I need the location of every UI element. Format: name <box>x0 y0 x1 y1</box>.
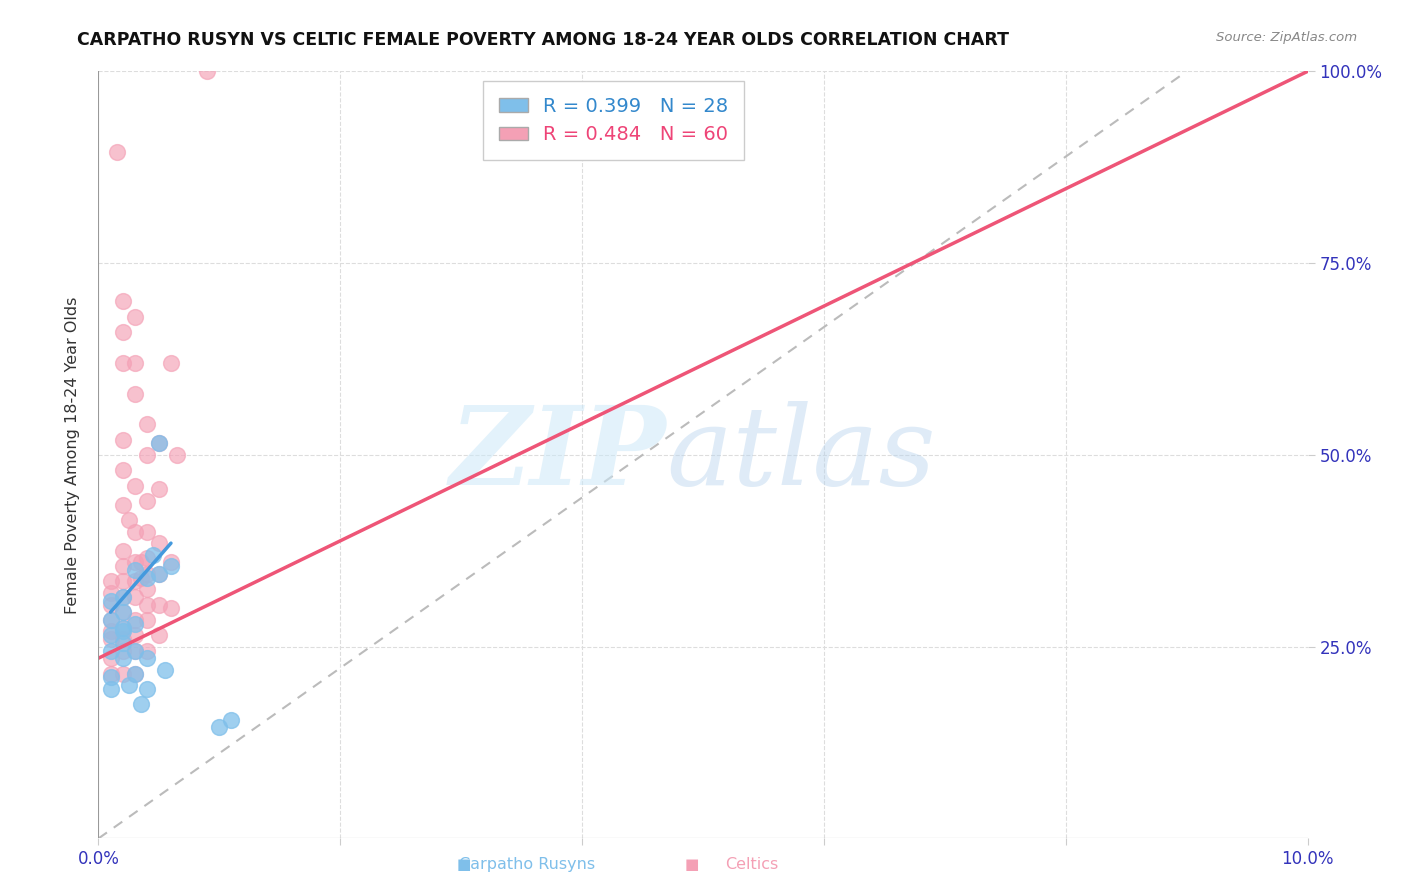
Point <box>111 544 134 558</box>
Point <box>160 559 183 574</box>
Point <box>124 478 146 492</box>
Text: Carpatho Rusyns: Carpatho Rusyns <box>460 857 595 872</box>
Legend: R = 0.399   N = 28, R = 0.484   N = 60: R = 0.399 N = 28, R = 0.484 N = 60 <box>484 81 744 160</box>
Point <box>148 436 170 450</box>
Point <box>124 590 146 604</box>
Point <box>100 613 122 627</box>
Point <box>100 574 122 589</box>
Point <box>148 566 170 581</box>
Point <box>100 598 122 612</box>
Point <box>129 571 152 585</box>
Point <box>100 670 122 684</box>
Point <box>135 448 157 462</box>
Point <box>111 463 134 477</box>
Point <box>153 663 176 677</box>
Text: ZIP: ZIP <box>450 401 666 508</box>
Point <box>135 566 157 581</box>
Point <box>135 571 157 585</box>
Point <box>111 605 134 619</box>
Point <box>111 325 134 339</box>
Point <box>111 666 134 681</box>
Point <box>111 356 134 370</box>
Point <box>105 145 128 159</box>
Point <box>111 651 134 665</box>
Point <box>124 666 146 681</box>
Point <box>100 643 122 657</box>
Point <box>160 356 183 370</box>
Point <box>124 386 146 401</box>
Point <box>124 524 146 539</box>
Point <box>100 613 122 627</box>
Point <box>142 548 165 562</box>
Point <box>124 643 146 657</box>
Point <box>118 513 141 527</box>
Point <box>135 613 157 627</box>
Point <box>111 294 134 309</box>
Point <box>148 436 170 450</box>
Point <box>135 551 157 566</box>
Point <box>111 636 134 650</box>
Point <box>111 590 134 604</box>
Point <box>111 559 134 574</box>
Point <box>135 524 157 539</box>
Point <box>135 417 157 432</box>
Point <box>100 666 122 681</box>
Point <box>100 632 122 646</box>
Point <box>124 643 146 657</box>
Point <box>100 681 122 696</box>
Point <box>148 483 170 497</box>
Text: Celtics: Celtics <box>725 857 779 872</box>
Point <box>148 598 170 612</box>
Point <box>111 632 134 646</box>
Text: Source: ZipAtlas.com: Source: ZipAtlas.com <box>1216 31 1357 45</box>
Point <box>195 64 218 78</box>
Point <box>135 598 157 612</box>
Point <box>100 651 122 665</box>
Point <box>111 621 134 635</box>
Point <box>100 628 122 642</box>
Point <box>208 720 231 734</box>
Text: CARPATHO RUSYN VS CELTIC FEMALE POVERTY AMONG 18-24 YEAR OLDS CORRELATION CHART: CARPATHO RUSYN VS CELTIC FEMALE POVERTY … <box>77 31 1010 49</box>
Point <box>166 448 188 462</box>
Point <box>124 613 146 627</box>
Point <box>100 586 122 600</box>
Point <box>135 681 157 696</box>
Point <box>221 713 243 727</box>
Point <box>124 310 146 324</box>
Point <box>135 494 157 508</box>
Point <box>124 616 146 631</box>
Point <box>124 666 146 681</box>
Point <box>111 643 134 657</box>
Point <box>129 555 152 569</box>
Text: ■: ■ <box>685 857 699 872</box>
Text: ■: ■ <box>457 857 471 872</box>
Point <box>129 698 152 712</box>
Point <box>111 498 134 512</box>
Point <box>148 566 170 581</box>
Point <box>135 582 157 597</box>
Point <box>111 590 134 604</box>
Point <box>160 555 183 569</box>
Point <box>148 628 170 642</box>
Point <box>160 601 183 615</box>
Point <box>124 574 146 589</box>
Point <box>100 624 122 639</box>
Point <box>148 536 170 550</box>
Point <box>124 628 146 642</box>
Point <box>124 555 146 569</box>
Point <box>135 651 157 665</box>
Text: atlas: atlas <box>666 401 936 508</box>
Point <box>111 605 134 619</box>
Point <box>118 678 141 692</box>
Point <box>100 593 122 607</box>
Point <box>124 563 146 577</box>
Point <box>111 433 134 447</box>
Point <box>111 621 134 635</box>
Point <box>124 356 146 370</box>
Point <box>111 624 134 639</box>
Point <box>111 574 134 589</box>
Point <box>135 643 157 657</box>
Y-axis label: Female Poverty Among 18-24 Year Olds: Female Poverty Among 18-24 Year Olds <box>65 296 80 614</box>
